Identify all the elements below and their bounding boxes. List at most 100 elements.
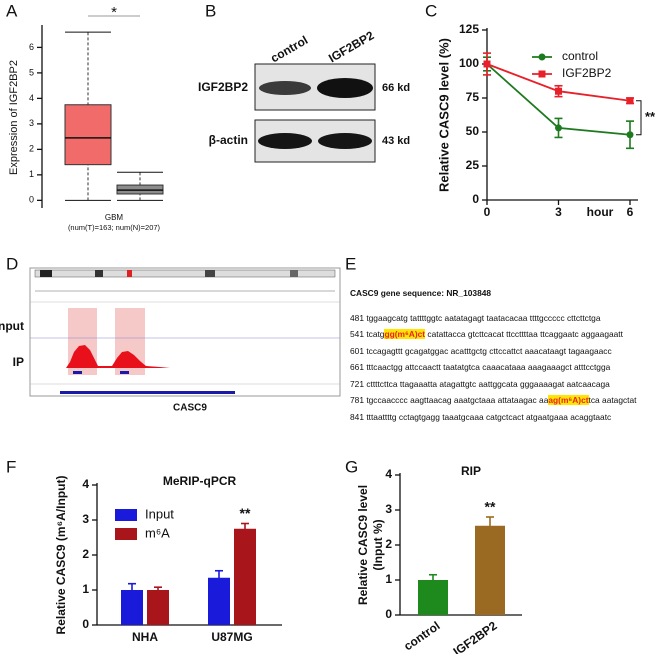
position: 481 bbox=[350, 312, 364, 323]
position: 601 bbox=[350, 345, 364, 356]
y-tick-label: 125 bbox=[459, 22, 479, 36]
panel-letter: D bbox=[6, 254, 18, 273]
lane-label: IGF2BP2 bbox=[326, 28, 377, 65]
y-axis-label: (Input %) bbox=[371, 519, 385, 570]
y-tick-label: 4 bbox=[385, 467, 392, 481]
gene-label: CASC9 bbox=[173, 403, 207, 414]
sequence-line: 781 tgccaacccc aagttaacag aaatgctaaa att… bbox=[350, 392, 656, 409]
x-tick-label: control bbox=[401, 619, 442, 654]
legend-label: Input bbox=[145, 506, 174, 521]
ideogram-band bbox=[127, 270, 132, 277]
x-axis-note: (num(T)=163; num(N)=207) bbox=[68, 223, 161, 232]
sequence-line: 661 tttcaactgg attccaactt taatatgtca caa… bbox=[350, 359, 656, 376]
position: 841 bbox=[350, 411, 364, 422]
y-tick-label: 3 bbox=[385, 502, 392, 516]
blot-band bbox=[318, 133, 372, 149]
y-tick-label: 1 bbox=[82, 582, 89, 596]
x-tick-label: IGF2BP2 bbox=[451, 618, 500, 654]
y-tick-label: 1 bbox=[29, 169, 34, 179]
row-label: IGF2BP2 bbox=[198, 80, 248, 94]
size-label: 43 kd bbox=[382, 135, 410, 147]
bar bbox=[234, 528, 256, 625]
panel-letter: F bbox=[6, 457, 16, 476]
sequence-line: 841 tttaattttg cctagtgagg taaatgcaaa cat… bbox=[350, 409, 656, 426]
legend-label: IGF2BP2 bbox=[562, 66, 612, 80]
panel-letter: B bbox=[205, 1, 216, 20]
chart-title: MeRIP-qPCR bbox=[163, 474, 237, 488]
lane-label: control bbox=[268, 33, 310, 65]
y-tick-label: 25 bbox=[466, 158, 480, 172]
y-tick-label: 2 bbox=[385, 537, 392, 551]
x-axis-label: hour bbox=[587, 205, 614, 219]
marker bbox=[626, 131, 634, 139]
sequence-title: CASC9 gene sequence: NR_103848 bbox=[350, 288, 492, 298]
row-label: β-actin bbox=[209, 133, 248, 147]
blot-band bbox=[258, 133, 312, 149]
bracket bbox=[636, 100, 642, 136]
legend-label: m⁶A bbox=[145, 525, 170, 540]
gene-model bbox=[60, 391, 235, 394]
y-tick-label: 3 bbox=[29, 118, 34, 128]
y-axis-label: Relative CASC9 level (%) bbox=[436, 38, 451, 192]
y-tick-label: 6 bbox=[29, 42, 34, 52]
y-tick-label: 4 bbox=[82, 477, 89, 491]
marker bbox=[626, 97, 634, 105]
marker bbox=[555, 87, 562, 95]
annotation: * bbox=[111, 4, 117, 21]
marker bbox=[483, 60, 491, 68]
y-tick-label: 0 bbox=[385, 607, 392, 621]
sequence-text: cttttcttca ttagaaatta atagattgtc aattggc… bbox=[366, 378, 610, 389]
peak-call bbox=[73, 371, 82, 374]
y-axis-label: Relative CASC9 (m⁶A/Input) bbox=[54, 476, 68, 635]
size-label: 66 kd bbox=[382, 82, 410, 94]
legend-marker bbox=[538, 53, 546, 61]
position: 781 bbox=[350, 395, 364, 405]
legend-swatch bbox=[115, 509, 137, 521]
blot-band bbox=[259, 81, 311, 95]
x-tick-label: NHA bbox=[132, 630, 158, 644]
y-tick-label: 4 bbox=[29, 93, 34, 103]
position: 721 bbox=[350, 378, 364, 389]
track-label: Input bbox=[0, 319, 24, 333]
sequence-text: tggaagcatg tattttggtc aatatagagt taataca… bbox=[366, 312, 601, 323]
y-tick-label: 50 bbox=[466, 124, 480, 138]
y-tick-label: 2 bbox=[29, 144, 34, 154]
bar bbox=[208, 577, 230, 625]
annotation: ** bbox=[240, 505, 251, 521]
position: 541 bbox=[350, 329, 364, 339]
motif: ag(m⁶A)ct bbox=[548, 395, 589, 405]
ideogram-band bbox=[290, 270, 298, 277]
legend-label: control bbox=[562, 49, 598, 63]
ideogram-band bbox=[40, 270, 52, 277]
motif: gg(m⁶A)ct bbox=[384, 329, 426, 339]
track-label: IP bbox=[13, 355, 24, 369]
ip-signal bbox=[40, 345, 340, 368]
x-tick-label: U87MG bbox=[211, 630, 252, 644]
sequence-line: 541 tcatggg(m⁶A)ct catattacca gtcttcacat… bbox=[350, 326, 656, 343]
sequence-line: 601 tccagagttt gcagatggac acatttgctg ctt… bbox=[350, 343, 656, 360]
sequence-text: catattacca gtcttcacat ttccttttaa ttcagga… bbox=[425, 329, 623, 339]
bar bbox=[475, 525, 505, 615]
genome-browser: Input IP CASC9 bbox=[0, 267, 341, 414]
chart-title: RIP bbox=[461, 464, 481, 478]
legend-marker bbox=[538, 70, 546, 78]
sequence-text: tgccaacccc aagttaacag aaatgctaaa attataa… bbox=[366, 395, 549, 405]
ideogram bbox=[34, 269, 336, 278]
sequence-text: tttcaactgg attccaactt taatatgtca caaacat… bbox=[366, 362, 611, 372]
x-tick-label: 6 bbox=[627, 205, 634, 219]
panel-letter: G bbox=[345, 457, 358, 476]
panel-letter: A bbox=[6, 1, 18, 20]
position: 661 bbox=[350, 362, 364, 372]
blot-band bbox=[317, 78, 373, 98]
panel-letter: C bbox=[425, 1, 437, 20]
annotation: ** bbox=[645, 109, 656, 124]
legend-swatch bbox=[115, 528, 137, 540]
marker bbox=[555, 124, 562, 132]
y-tick-label: 0 bbox=[29, 195, 34, 205]
sequence-line: 481 tggaagcatg tattttggtc aatatagagt taa… bbox=[350, 310, 656, 327]
y-tick-label: 0 bbox=[82, 617, 89, 631]
ideogram-band bbox=[95, 270, 103, 277]
annotation: ** bbox=[485, 499, 496, 515]
y-tick-label: 2 bbox=[82, 547, 89, 561]
